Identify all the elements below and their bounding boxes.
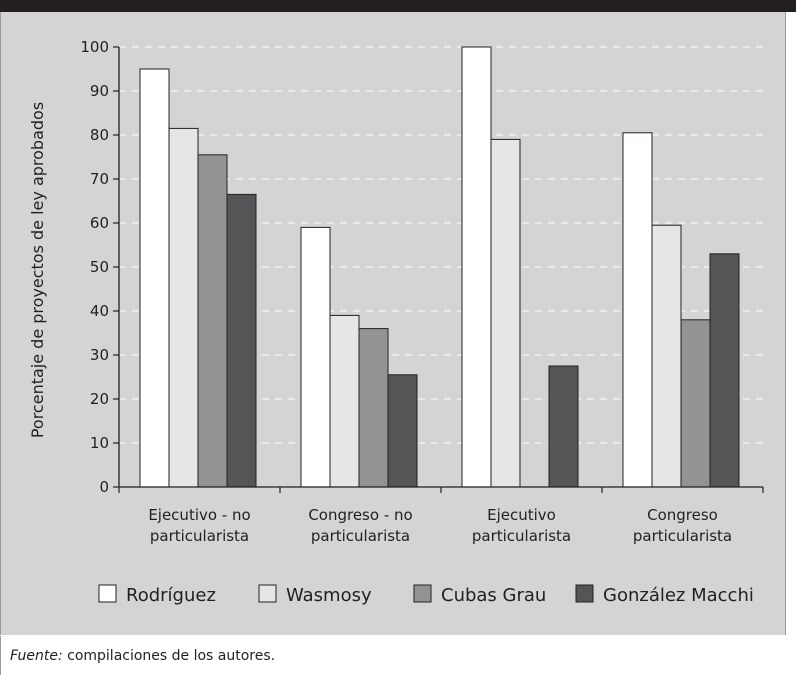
source-label: Fuente: xyxy=(10,648,63,664)
y-axis-title: Porcentaje de proyectos de ley aprobados xyxy=(28,102,47,438)
y-tick-label: 10 xyxy=(90,434,109,452)
y-tick-label: 100 xyxy=(80,38,109,56)
x-category-label: Congreso xyxy=(647,506,718,524)
bar xyxy=(387,374,418,488)
legend-label: González Macchi xyxy=(603,585,754,606)
bar xyxy=(168,127,199,488)
y-tick-label: 60 xyxy=(90,214,109,232)
legend-swatch xyxy=(98,584,117,603)
bar xyxy=(461,46,492,488)
legend-swatch xyxy=(413,584,432,603)
chart-panel: 0 10 20 30 40 50 60 70 80 90 100 Ejecutivo - no part… xyxy=(0,12,786,635)
bar xyxy=(651,224,682,488)
source-text: compilaciones de los autores. xyxy=(62,648,276,664)
x-category-label: Congreso - no xyxy=(308,506,412,524)
legend-swatch xyxy=(258,584,277,603)
bar xyxy=(329,314,360,488)
y-tick-label: 70 xyxy=(90,170,109,188)
bar xyxy=(226,193,257,488)
top-bar xyxy=(0,0,796,12)
bar xyxy=(139,68,170,488)
bar xyxy=(709,253,740,488)
y-tick-label: 80 xyxy=(90,126,109,144)
x-category-label: particularista xyxy=(633,527,732,545)
legend-label: Rodríguez xyxy=(126,585,216,606)
y-tick-label: 50 xyxy=(90,258,109,276)
legend-swatch xyxy=(575,584,594,603)
y-tick-label: 90 xyxy=(90,82,109,100)
y-tick-label: 0 xyxy=(99,478,109,496)
bar xyxy=(358,328,389,488)
y-tick-label: 30 xyxy=(90,346,109,364)
bar xyxy=(490,138,521,488)
bar xyxy=(622,132,653,488)
x-category-label: particularista xyxy=(311,527,410,545)
y-tick-label: 40 xyxy=(90,302,109,320)
legend-label: Cubas Grau xyxy=(441,585,546,606)
x-category-label: particularista xyxy=(472,527,571,545)
bar xyxy=(548,365,579,488)
y-tick-label: 20 xyxy=(90,390,109,408)
bar xyxy=(680,319,711,488)
x-category-label: Ejecutivo - no xyxy=(148,506,250,524)
source-note: Fuente: compilaciones de los autores. xyxy=(0,636,785,675)
source-line: Fuente: compilaciones de los autores. xyxy=(10,648,275,664)
legend-label: Wasmosy xyxy=(286,585,372,606)
bar xyxy=(197,154,228,488)
bar-chart: 0 10 20 30 40 50 60 70 80 90 100 Ejecutivo - no part… xyxy=(28,38,764,606)
bar xyxy=(300,226,331,488)
x-category-label: particularista xyxy=(150,527,249,545)
x-category-label: Ejecutivo xyxy=(487,506,556,524)
